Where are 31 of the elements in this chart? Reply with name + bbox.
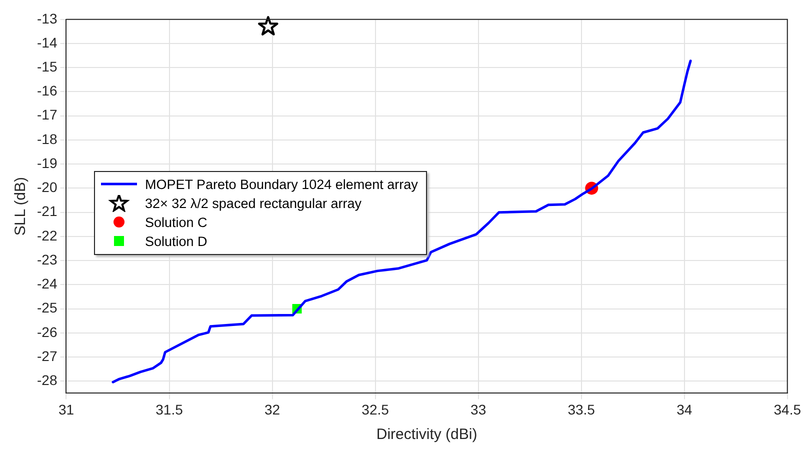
y-tick-label: -13 xyxy=(37,10,58,26)
y-tick-label: -26 xyxy=(37,324,58,340)
y-tick-label: -17 xyxy=(37,106,58,123)
y-tick-label: -19 xyxy=(37,154,58,171)
y-tick-label: -18 xyxy=(37,130,58,147)
x-tick-label: 31 xyxy=(58,401,74,418)
y-tick-label: -25 xyxy=(37,300,58,316)
y-tick-label: -20 xyxy=(37,179,58,196)
y-axis-title: SLL (dB) xyxy=(12,176,30,236)
x-tick-label: 34 xyxy=(676,401,692,418)
y-tick-label: -23 xyxy=(37,251,58,268)
legend-label: 32× 32 λ/2 spaced rectangular array xyxy=(145,196,362,211)
x-tick-label: 32.5 xyxy=(362,401,390,418)
y-tick-label: -14 xyxy=(37,34,58,50)
y-tick-label: -28 xyxy=(37,372,58,388)
y-tick-label: -27 xyxy=(37,348,58,364)
y-tick-label: -24 xyxy=(37,276,58,292)
legend-label: Solution C xyxy=(145,215,208,230)
x-tick-label: 31.5 xyxy=(156,401,184,418)
point xyxy=(258,16,278,36)
y-tick-label: -22 xyxy=(37,227,58,244)
y-tick-label: -16 xyxy=(37,82,58,99)
y-tick-label: -21 xyxy=(37,203,58,220)
x-tick-label: 33.5 xyxy=(568,401,596,418)
legend-label: MOPET Pareto Boundary 1024 element array xyxy=(145,177,418,192)
x-tick-label: 33 xyxy=(470,401,486,418)
x-tick-label: 32 xyxy=(264,401,280,418)
y-tick-label: -15 xyxy=(37,58,58,74)
x-axis-title: Directivity (dBi) xyxy=(376,426,478,444)
legend-label: Solution D xyxy=(145,234,208,249)
x-tick-label: 34.5 xyxy=(774,401,802,418)
